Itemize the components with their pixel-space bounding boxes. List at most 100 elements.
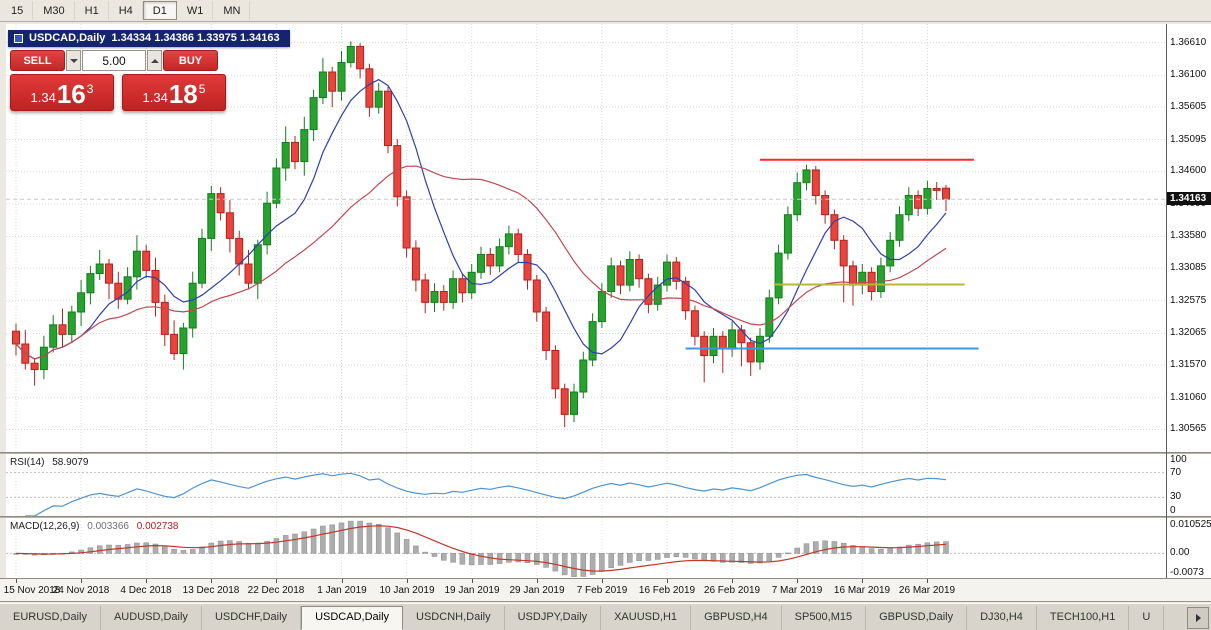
macd-indicator-panel[interactable] [6, 518, 1166, 578]
tab-usdcad-daily[interactable]: USDCAD,Daily [301, 606, 404, 630]
volume-increase-button[interactable] [147, 50, 162, 71]
time-axis-tick [146, 579, 147, 583]
macd-scale-label: -0.0073 [1170, 567, 1204, 578]
panel-splitter[interactable] [0, 516, 1211, 518]
rsi-indicator-panel[interactable] [6, 454, 1166, 516]
macd-scale-label: 0.00 [1170, 547, 1190, 558]
time-axis-tick [81, 579, 82, 583]
rsi-scale[interactable]: 100 70 30 0 [1167, 454, 1211, 516]
tab-sp500-m15[interactable]: SP500,M15 [782, 606, 867, 630]
timeframe-button-h4[interactable]: H4 [109, 1, 143, 20]
tab-gbpusd-h4[interactable]: GBPUSD,H4 [691, 606, 782, 630]
time-axis-label: 7 Mar 2019 [771, 585, 823, 596]
timeframe-buttons: 15 M30 H1 H4 D1 W1 MN [1, 1, 251, 20]
price-scale-label: 1.32575 [1170, 295, 1207, 306]
rsi-grid [6, 454, 1166, 516]
price-scale-label: 1.31570 [1170, 359, 1207, 370]
volume-input[interactable] [82, 50, 146, 71]
bid-price-box[interactable]: 1.34 16 3 [10, 74, 114, 111]
time-axis-tick [862, 579, 863, 583]
scale-divider [1166, 24, 1167, 578]
timeframe-button-d1[interactable]: D1 [142, 1, 177, 20]
macd-signal-value: 0.002738 [136, 521, 179, 532]
time-axis-label: 29 Jan 2019 [509, 585, 565, 596]
tab-gbpusd-daily[interactable]: GBPUSD,Daily [866, 606, 968, 630]
macd-scale-label: 0.010525 [1170, 519, 1211, 530]
time-axis-label: 13 Dec 2018 [182, 585, 240, 596]
chart-title-bar[interactable]: USDCAD,Daily 1.34334 1.34386 1.33975 1.3… [8, 30, 290, 47]
time-axis-label: 24 Nov 2018 [52, 585, 110, 596]
tab-eurusd-daily[interactable]: EURUSD,Daily [0, 606, 101, 630]
rsi-title: RSI(14) [10, 457, 45, 468]
panel-splitter[interactable] [0, 452, 1211, 454]
price-scale-label: 1.33085 [1170, 262, 1207, 273]
time-axis-tick [16, 579, 17, 583]
price-scale-label: 1.31060 [1170, 392, 1207, 403]
ask-price-box[interactable]: 1.34 18 5 [122, 74, 226, 111]
time-axis-label: 1 Jan 2019 [317, 585, 367, 596]
sell-button[interactable]: SELL [10, 50, 65, 71]
rsi-scale-label: 30 [1170, 491, 1182, 502]
ask-pips: 18 [168, 79, 198, 109]
tab-usdchf-daily[interactable]: USDCHF,Daily [202, 606, 302, 630]
tab-scroll-right-button[interactable] [1187, 607, 1209, 629]
tab-usdcnh-daily[interactable]: USDCNH,Daily [403, 606, 505, 630]
time-axis-label: 16 Mar 2019 [833, 585, 891, 596]
timeframe-button-mn[interactable]: MN [213, 1, 251, 20]
timeframe-button-m30[interactable]: M30 [33, 1, 75, 20]
time-axis-label: 26 Mar 2019 [898, 585, 956, 596]
tab-xauusd-h1[interactable]: XAUUSD,H1 [601, 606, 692, 630]
rsi-label: RSI(14) 58.9079 [10, 457, 88, 468]
current-price-tag: 1.34163 [1167, 192, 1211, 205]
macd-label: MACD(12,26,9) 0.003366 0.002738 [10, 521, 178, 532]
price-scale-label: 1.32065 [1170, 327, 1207, 338]
tab-usdjpy-daily[interactable]: USDJPY,Daily [505, 606, 602, 630]
volume-decrease-button[interactable] [66, 50, 81, 71]
time-axis-label: 4 Dec 2018 [120, 585, 172, 596]
time-axis-label: 16 Feb 2019 [638, 585, 696, 596]
time-axis-label: 22 Dec 2018 [247, 585, 305, 596]
macd-signal-line [15, 525, 947, 572]
price-scale[interactable]: 1.366101.361001.356051.350951.346001.340… [1167, 24, 1211, 452]
chart-title-symbol: USDCAD,Daily [29, 32, 106, 44]
timeframe-button-15[interactable]: 15 [1, 1, 34, 20]
timeframe-button-h1[interactable]: H1 [75, 1, 109, 20]
macd-scale[interactable]: 0.010525 0.00 -0.0073 [1167, 518, 1211, 578]
tab-dj30-h4[interactable]: DJ30,H4 [967, 606, 1037, 630]
rsi-scale-label: 100 [1170, 454, 1187, 465]
buy-button[interactable]: BUY [163, 50, 218, 71]
time-axis-label: 10 Jan 2019 [379, 585, 435, 596]
time-axis-label: 7 Feb 2019 [576, 585, 628, 596]
macd-main-value: 0.003366 [87, 521, 129, 532]
bid-ask-quotes: 1.34 16 3 1.34 18 5 [10, 74, 226, 111]
rsi-line [25, 472, 947, 516]
price-scale-label: 1.30565 [1170, 423, 1207, 434]
tab-u[interactable]: U [1129, 606, 1165, 630]
time-axis-tick [927, 579, 928, 583]
price-scale-label: 1.33580 [1170, 230, 1207, 241]
price-scale-label: 1.34600 [1170, 165, 1207, 176]
time-axis[interactable]: 15 Nov 2018 24 Nov 2018 4 Dec 2018 13 Dec 2… [0, 579, 1211, 602]
tab-tech100-h1[interactable]: TECH100,H1 [1037, 606, 1130, 630]
time-axis-tick [797, 579, 798, 583]
scroll-right-icon [1195, 614, 1201, 622]
macd-title: MACD(12,26,9) [10, 521, 80, 532]
rsi-value: 58.9079 [52, 457, 89, 468]
trade-controls-row: SELL BUY [10, 50, 226, 71]
ask-prefix: 1.34 [142, 90, 168, 105]
candlesticks [12, 41, 950, 428]
time-axis-tick [732, 579, 733, 583]
trend-lines[interactable] [6, 158, 1166, 350]
chart-window-icon [14, 33, 23, 43]
time-axis-tick [602, 579, 603, 583]
time-axis-label: 26 Feb 2019 [703, 585, 761, 596]
rsi-scale-label: 0 [1170, 505, 1176, 516]
time-axis-tick [276, 579, 277, 583]
time-axis-tick [211, 579, 212, 583]
macd-histogram [13, 520, 949, 577]
timeframe-button-w1[interactable]: W1 [177, 1, 214, 20]
chart-tab-bar: EURUSD,Daily AUDUSD,Daily USDCHF,Daily USDC… [0, 603, 1211, 630]
tab-audusd-daily[interactable]: AUDUSD,Daily [101, 606, 202, 630]
moving-average-lines [15, 78, 947, 360]
